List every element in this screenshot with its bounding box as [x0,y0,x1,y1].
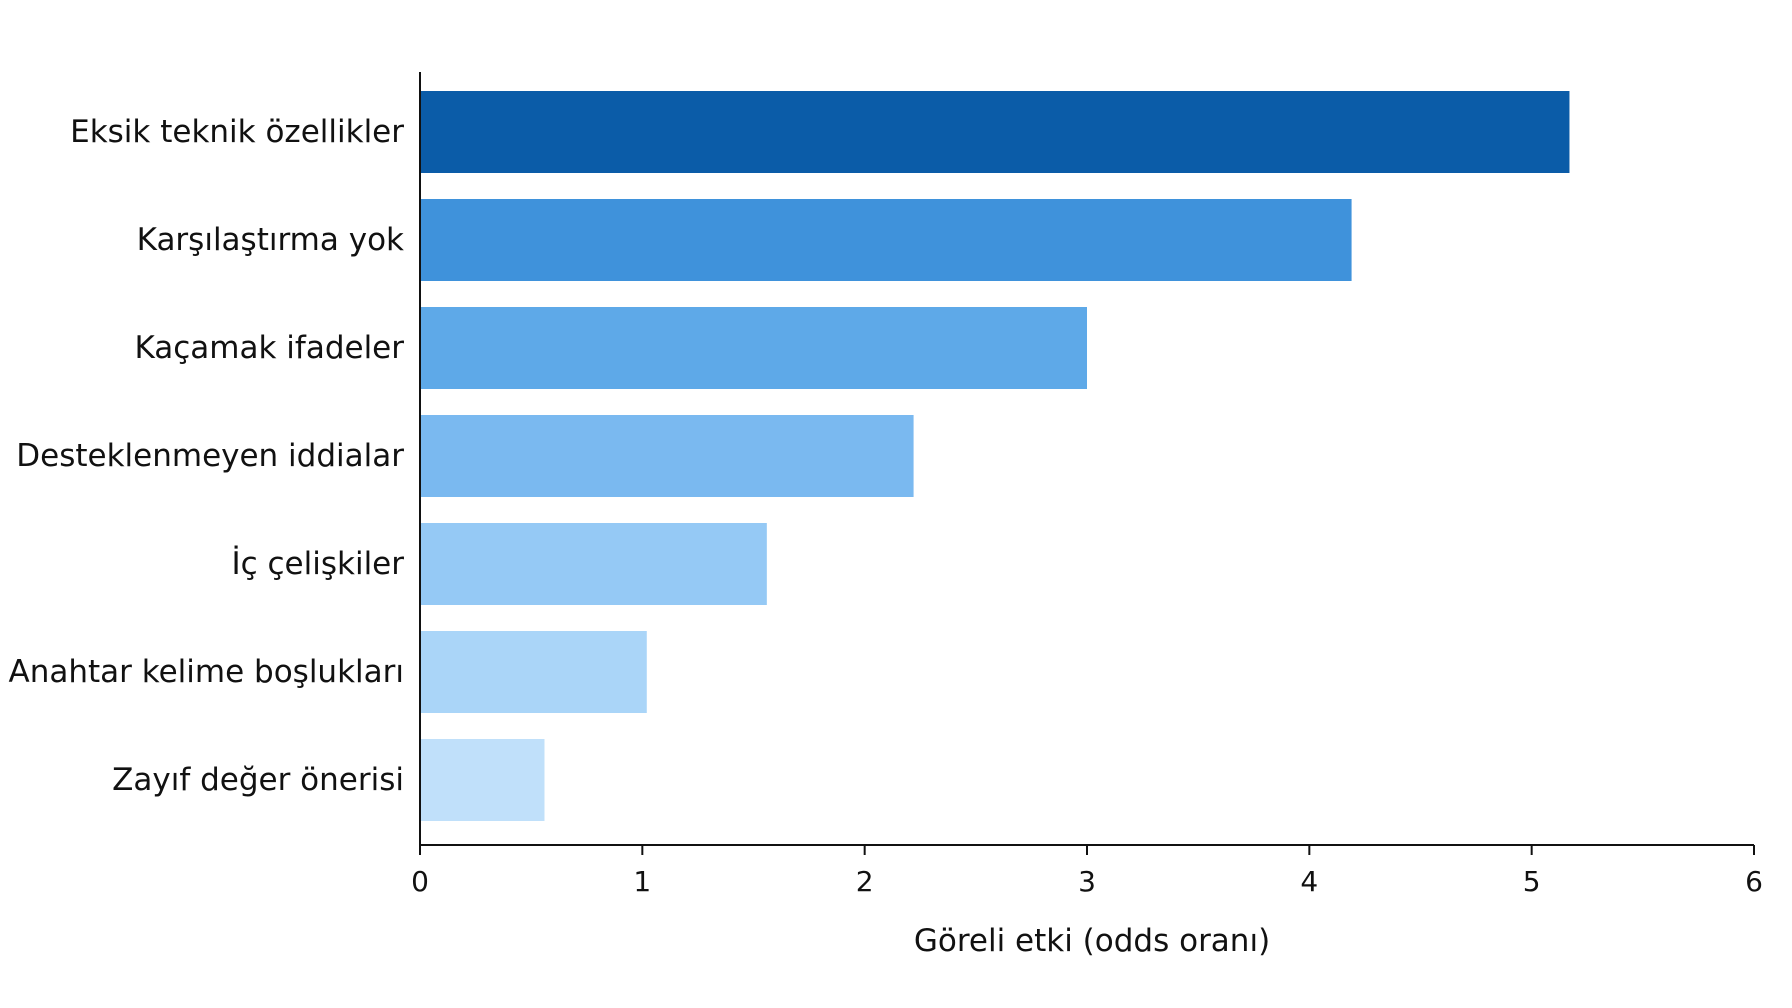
category-label: Zayıf değer önerisi [112,762,404,798]
x-tick-label: 2 [856,865,874,898]
category-labels: Eksik teknik özellikler Karşılaştırma yok… [9,114,405,798]
x-tick-label: 4 [1300,865,1318,898]
bar [420,415,914,497]
bar [420,91,1570,173]
x-axis-ticks: 0 1 2 3 4 5 6 [411,845,1763,898]
bar [420,523,767,605]
x-tick-label: 1 [633,865,651,898]
x-tick-label: 6 [1745,865,1763,898]
bar [420,199,1352,281]
category-label: Desteklenmeyen iddialar [16,438,404,474]
bars-layer [420,91,1570,821]
category-label: İç çelişkiler [231,546,404,582]
x-tick-label: 0 [411,865,429,898]
bar [420,739,545,821]
x-tick-label: 3 [1078,865,1096,898]
category-label: Kaçamak ifadeler [134,330,404,366]
category-label: Anahtar kelime boşlukları [9,654,405,690]
bar [420,631,647,713]
category-label: Karşılaştırma yok [137,222,404,258]
category-label: Eksik teknik özellikler [70,114,404,150]
bar [420,307,1087,389]
x-tick-label: 5 [1523,865,1541,898]
x-axis-title: Göreli etki (odds oranı) [914,923,1270,959]
